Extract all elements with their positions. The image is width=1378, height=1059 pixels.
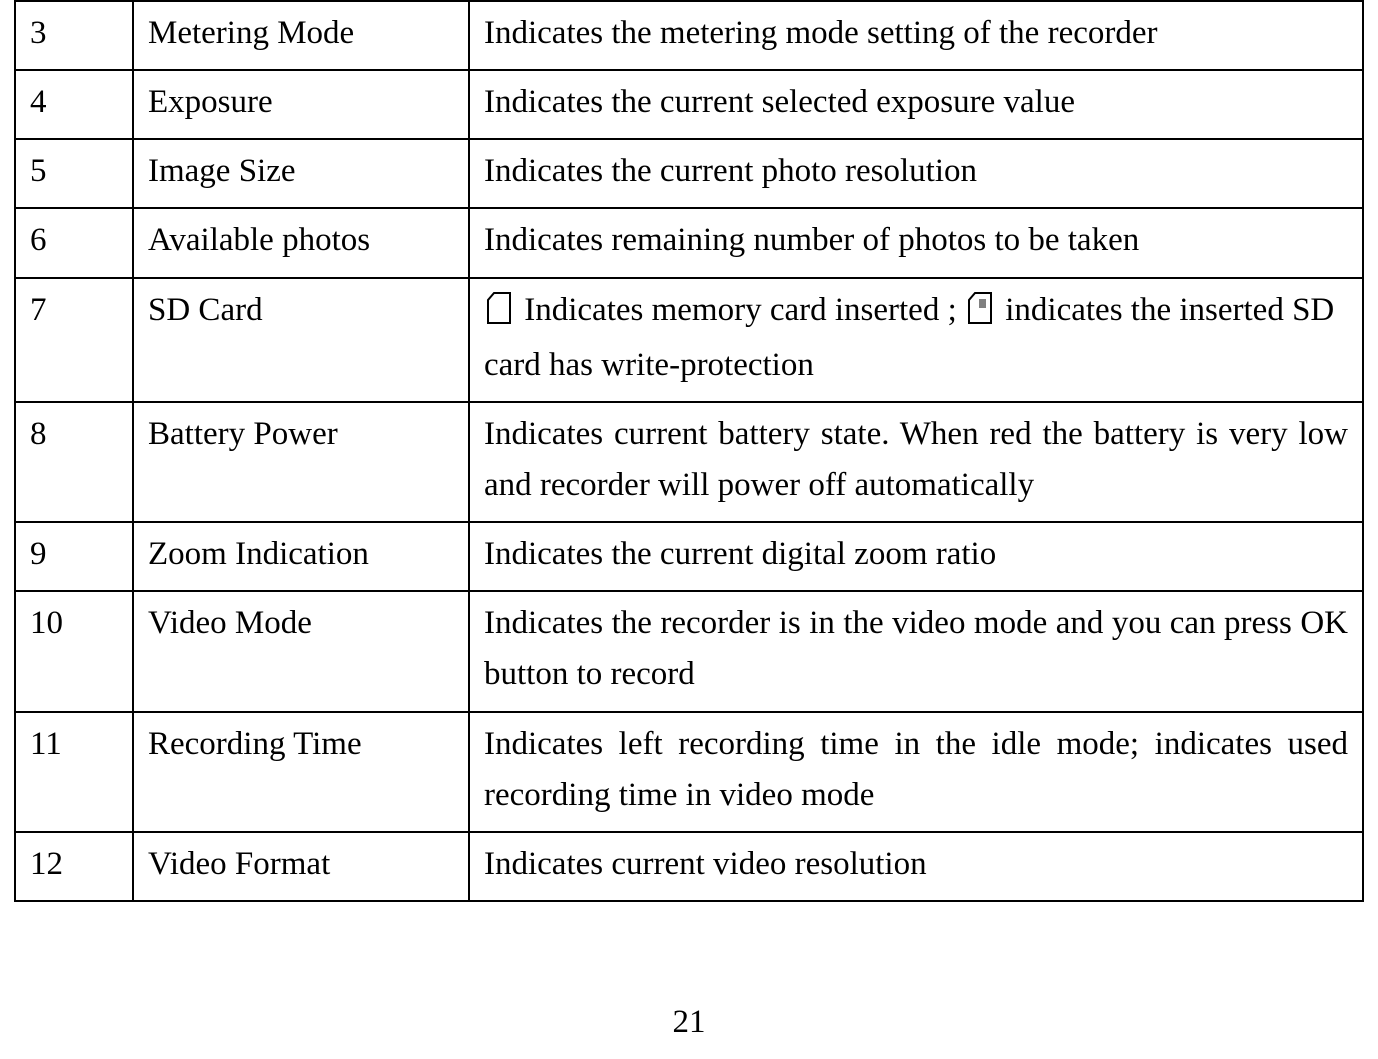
row-name: Recording Time	[133, 712, 469, 832]
row-description: Indicates current video resolution	[469, 832, 1363, 901]
table-row: 5 Image Size Indicates the current photo…	[15, 139, 1363, 208]
sd-card-lock-icon	[967, 289, 993, 340]
page-number: 21	[0, 1004, 1378, 1041]
row-number: 11	[15, 712, 133, 832]
row-number: 6	[15, 208, 133, 277]
row-description: Indicates current battery state. When re…	[469, 402, 1363, 522]
row-description: Indicates the current selected exposure …	[469, 70, 1363, 139]
indicator-table-wrap: 3 Metering Mode Indicates the metering m…	[14, 0, 1364, 902]
row-name: Image Size	[133, 139, 469, 208]
table-row: 4 Exposure Indicates the current selecte…	[15, 70, 1363, 139]
row-name: Available photos	[133, 208, 469, 277]
row-number: 10	[15, 591, 133, 711]
sd-card-icon	[486, 289, 512, 340]
table-row: 9 Zoom Indication Indicates the current …	[15, 522, 1363, 591]
table-row: 7 SD Card Indicates memory card inserted…	[15, 278, 1363, 402]
row-description: Indicates the current photo resolution	[469, 139, 1363, 208]
row-number: 9	[15, 522, 133, 591]
row-description: Indicates remaining number of photos to …	[469, 208, 1363, 277]
row-description: Indicates memory card inserted ; indicat…	[469, 278, 1363, 402]
row-name: Exposure	[133, 70, 469, 139]
table-row: 6 Available photos Indicates remaining n…	[15, 208, 1363, 277]
table-row: 12 Video Format Indicates current video …	[15, 832, 1363, 901]
row-number: 3	[15, 1, 133, 70]
row-number: 12	[15, 832, 133, 901]
row-description: Indicates the recorder is in the video m…	[469, 591, 1363, 711]
row-description: Indicates the current digital zoom ratio	[469, 522, 1363, 591]
row-name: Video Format	[133, 832, 469, 901]
row-number: 8	[15, 402, 133, 522]
row-number: 7	[15, 278, 133, 402]
row-name: Zoom Indication	[133, 522, 469, 591]
row-desc-part1: Indicates memory card inserted ;	[516, 292, 965, 328]
row-number: 5	[15, 139, 133, 208]
indicator-table: 3 Metering Mode Indicates the metering m…	[14, 0, 1364, 902]
table-row: 10 Video Mode Indicates the recorder is …	[15, 591, 1363, 711]
table-row: 8 Battery Power Indicates current batter…	[15, 402, 1363, 522]
row-name: Metering Mode	[133, 1, 469, 70]
table-row: 11 Recording Time Indicates left recordi…	[15, 712, 1363, 832]
row-description: Indicates the metering mode setting of t…	[469, 1, 1363, 70]
row-name: SD Card	[133, 278, 469, 402]
row-name: Video Mode	[133, 591, 469, 711]
row-number: 4	[15, 70, 133, 139]
row-name: Battery Power	[133, 402, 469, 522]
row-description: Indicates left recording time in the idl…	[469, 712, 1363, 832]
table-row: 3 Metering Mode Indicates the metering m…	[15, 1, 1363, 70]
